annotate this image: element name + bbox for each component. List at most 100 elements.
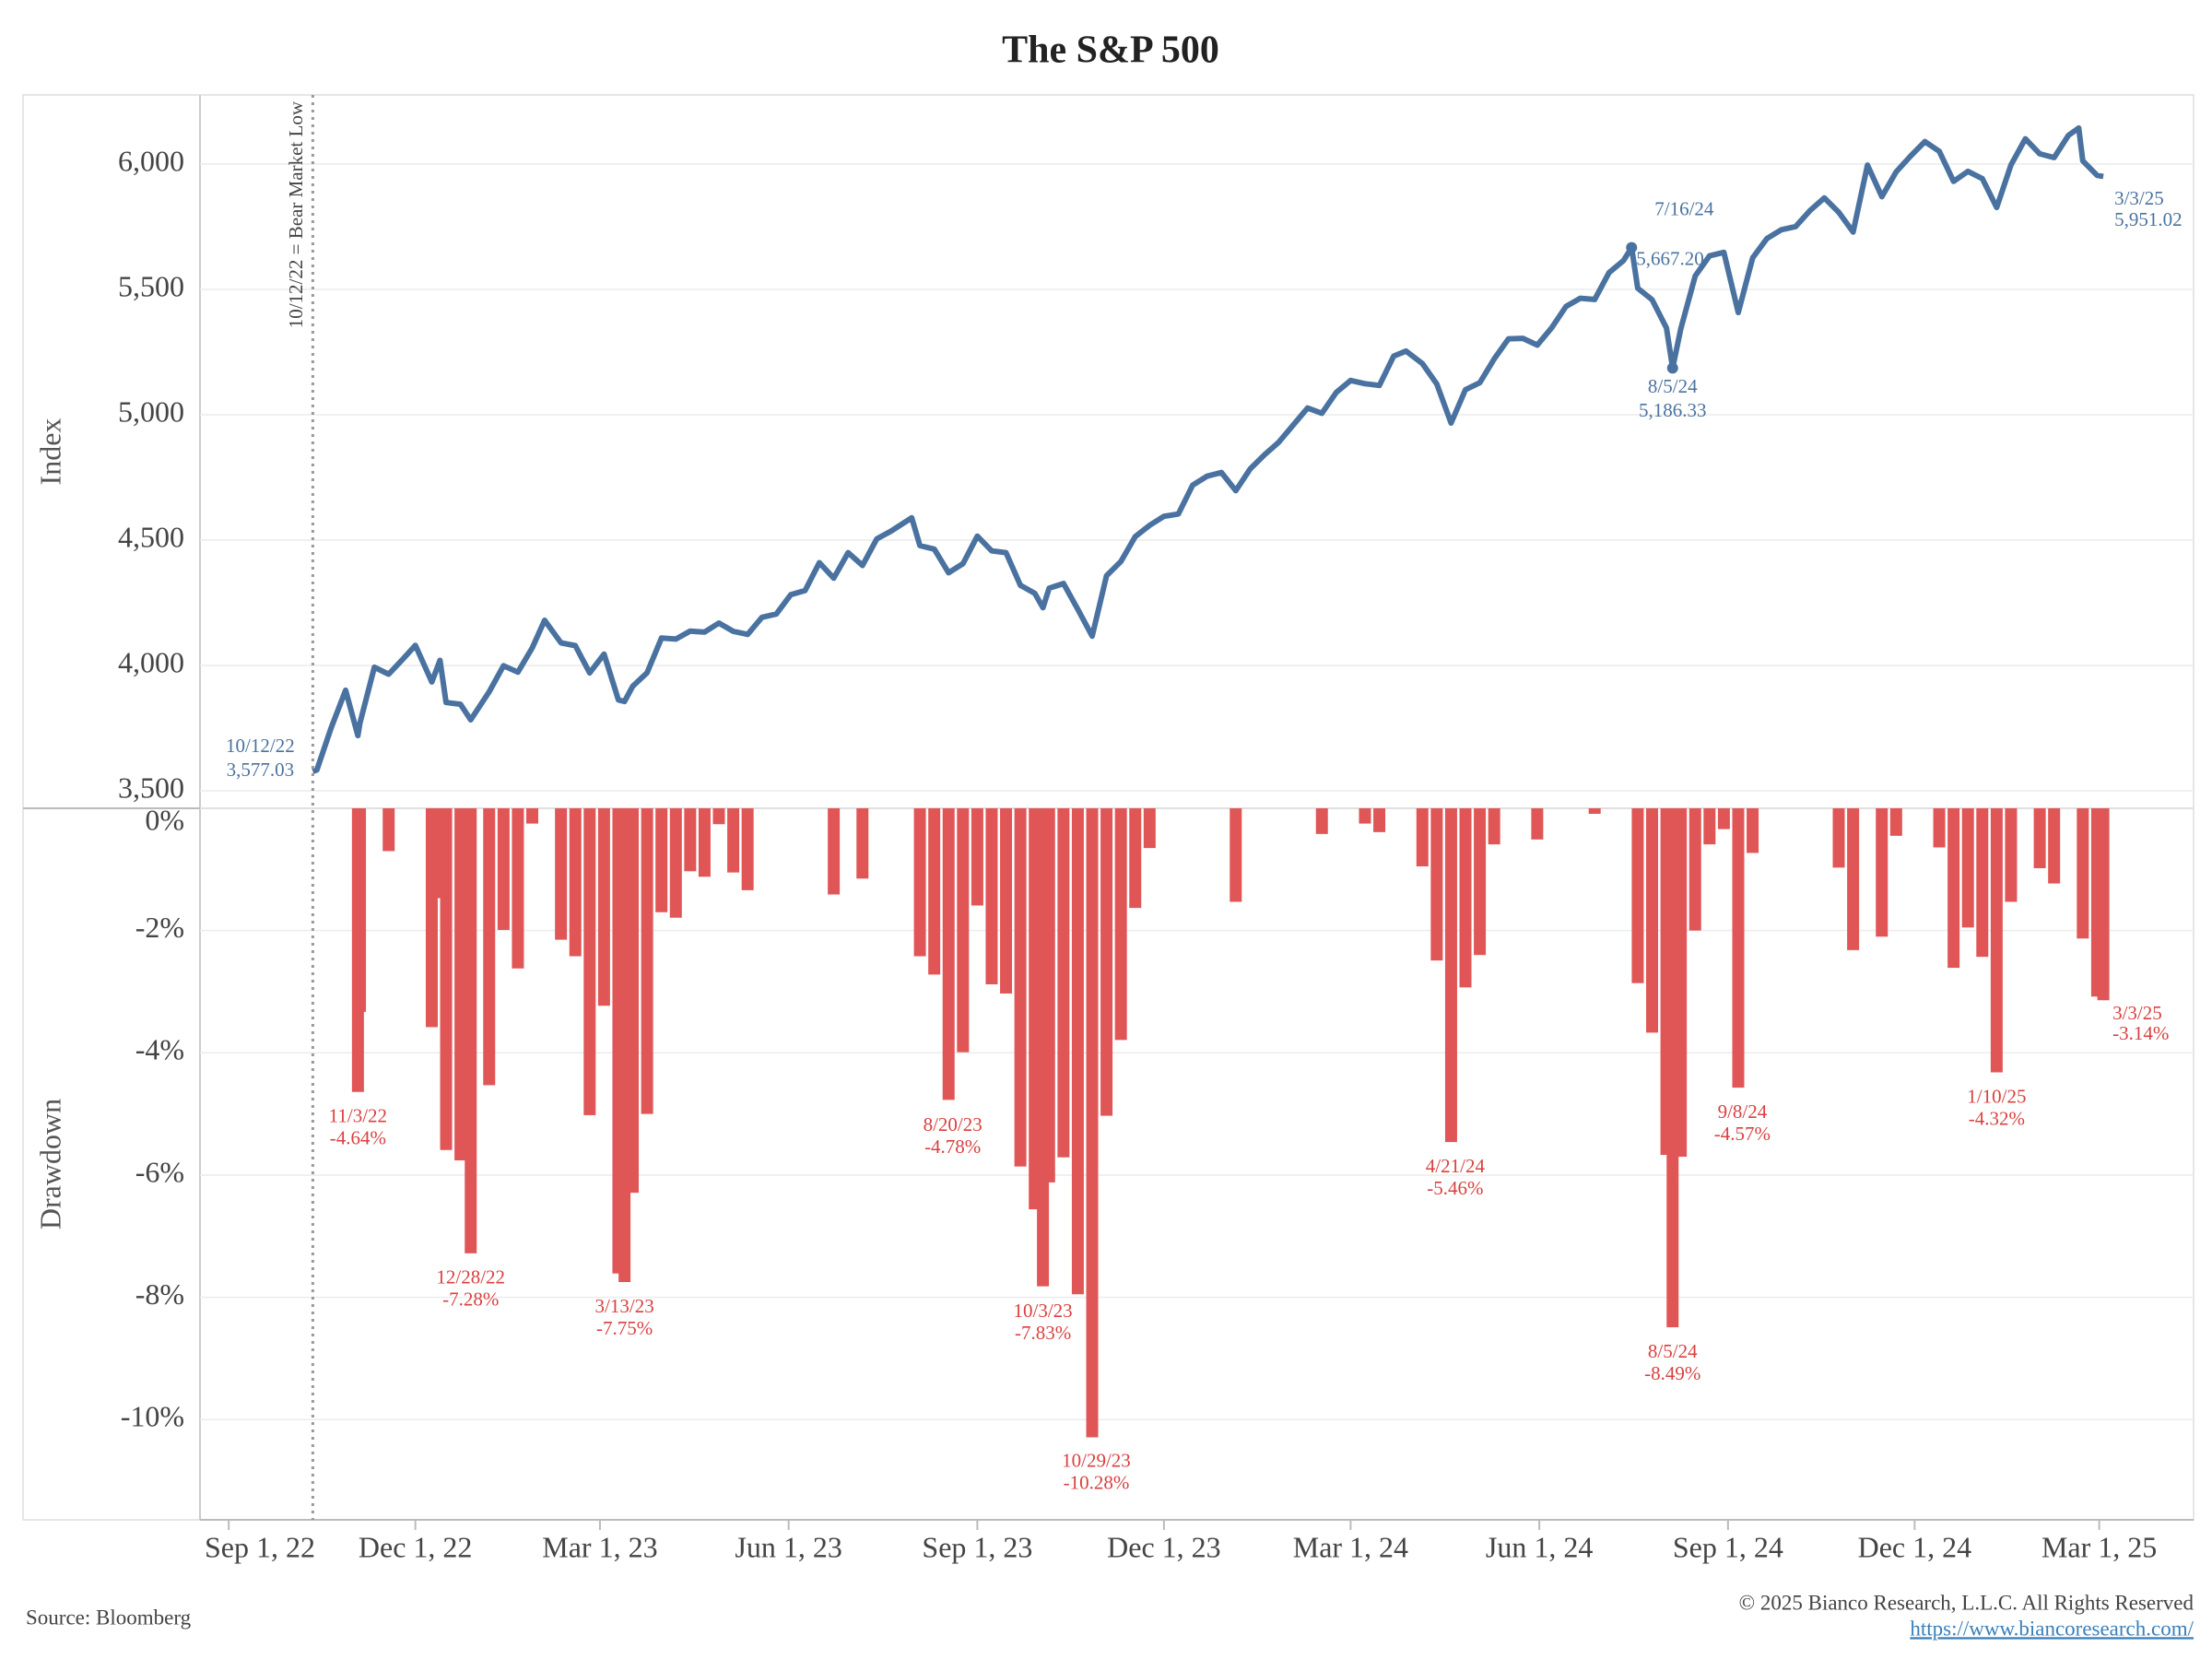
drawdown-bar (1100, 808, 1113, 1116)
drawdown-bar (1531, 808, 1544, 840)
annotation-value: -3.14% (2112, 1022, 2169, 1044)
chart-title: The S&P 500 (1002, 29, 1219, 72)
annotation-value: 3,577.03 (227, 759, 295, 781)
drawdown-bar (440, 808, 453, 1150)
drawdown-bar (1588, 808, 1601, 814)
drawdown-bar (1933, 808, 1946, 848)
drawdown-bar (1359, 808, 1371, 824)
drawdown-bar (957, 808, 970, 1053)
drawdown-bar (741, 808, 754, 890)
drawdown-bar (1057, 808, 1070, 1158)
annotation-date: 8/5/24 (1648, 375, 1698, 397)
drawdown-bar (1961, 808, 1974, 928)
drawdown-bar (465, 808, 477, 1253)
drawdown-bar (1129, 808, 1142, 909)
drawdown-bar (1000, 808, 1013, 994)
drawdown-bar (2048, 808, 2061, 884)
drawdown-bar (555, 808, 568, 940)
annotation-value: -7.83% (1015, 1322, 1071, 1344)
drawdown-bar (971, 808, 983, 906)
drawdown-bar (669, 808, 682, 918)
drawdown-bar (1847, 808, 1860, 950)
drawdown-bar (483, 808, 496, 1086)
drawdown-bar (1990, 808, 2003, 1073)
drawdown-bar (698, 808, 711, 877)
drawdown-bar (1832, 808, 1845, 868)
price-line (312, 124, 2104, 774)
drawdown-bar (497, 808, 510, 930)
x-tick-label: Dec 1, 23 (1107, 1530, 1221, 1563)
drawdown-bar (1732, 808, 1745, 1088)
y-tick-label: -10% (121, 1400, 184, 1433)
copyright: © 2025 Bianco Research, L.L.C. All Right… (1739, 1591, 2194, 1614)
drawdown-bar (512, 808, 524, 969)
drawdown-bar (1631, 808, 1644, 983)
annotation-value: -4.78% (924, 1135, 981, 1158)
annotation-value: -5.46% (1427, 1177, 1483, 1199)
drawdown-bar (913, 808, 926, 957)
drawdown-bar (526, 808, 538, 824)
drawdown-bar (1014, 808, 1027, 1167)
y-tick-label: -4% (135, 1033, 184, 1066)
annotation-date: 8/5/24 (1648, 1340, 1698, 1362)
drawdown-bar (1889, 808, 1902, 836)
drawdown-bar (2097, 808, 2110, 1001)
point-marker (1626, 241, 1638, 253)
drawdown-bar (1114, 808, 1127, 1041)
drawdown-bar (684, 808, 697, 872)
drawdown-bar (1143, 808, 1156, 849)
source-note: Source: Bloomberg (26, 1606, 192, 1629)
drawdown-bar (1230, 808, 1242, 902)
drawdown-bar (354, 808, 367, 1012)
drawdown-bar (1488, 808, 1500, 845)
annotation-value: -8.49% (1644, 1362, 1700, 1384)
drawdown-bar (1315, 808, 1328, 834)
drawdown-bar (1459, 808, 1472, 988)
annotation-value: 5,951.02 (2114, 208, 2183, 230)
annotation-date: 1/10/25 (1967, 1085, 2026, 1107)
drawdown-bar (655, 808, 668, 912)
annotation-value: -4.57% (1714, 1123, 1771, 1145)
annotation-date: 3/13/23 (595, 1295, 654, 1317)
y-tick-label: 4,500 (118, 520, 184, 553)
drawdown-bar (856, 808, 869, 879)
drawdown-bar (1042, 808, 1055, 1182)
drawdown-bar (627, 808, 640, 1194)
x-tick-label: Sep 1, 24 (1673, 1530, 1783, 1563)
x-tick-label: Mar 1, 25 (2041, 1530, 2157, 1563)
drawdown-bar (928, 808, 941, 975)
x-tick-label: Mar 1, 24 (1293, 1530, 1408, 1563)
annotation-value: 5,186.33 (1639, 399, 1707, 421)
drawdown-bar (727, 808, 740, 873)
drawdown-bar (985, 808, 998, 985)
y-tick-label: 3,500 (118, 771, 184, 804)
drawdown-bar (2005, 808, 2018, 902)
drawdown-bar (1086, 808, 1099, 1438)
drawdown-bar (1474, 808, 1487, 956)
drawdown-bar (942, 808, 955, 1100)
annotation-date: 10/3/23 (1014, 1300, 1073, 1322)
point-marker (1666, 362, 1678, 374)
drawdown-bar (1675, 808, 1688, 1158)
annotation-value: 5,667.20 (1636, 247, 1704, 269)
drawdown-bar (1976, 808, 1989, 958)
drawdown-bar (1416, 808, 1429, 867)
drawdown-bar (1747, 808, 1759, 853)
annotation-value: -7.28% (442, 1288, 499, 1311)
drawdown-bar (1703, 808, 1716, 845)
y-tick-label: 5,500 (118, 269, 184, 302)
y-tick-label: -2% (135, 911, 184, 944)
annotation-date: 11/3/22 (329, 1105, 387, 1127)
x-tick-label: Dec 1, 22 (359, 1530, 473, 1563)
website-link[interactable]: https://www.biancoresearch.com/ (1910, 1617, 2194, 1640)
annotation-date: 9/8/24 (1718, 1100, 1768, 1123)
drawdown-bar (1688, 808, 1701, 931)
drawdown-bar (569, 808, 582, 957)
drawdown-bar (1430, 808, 1443, 961)
drawdown-bar (1947, 808, 1960, 969)
drawdown-bar (1071, 808, 1084, 1295)
annotation-date: 8/20/23 (924, 1113, 982, 1135)
drawdown-bar (712, 808, 725, 825)
